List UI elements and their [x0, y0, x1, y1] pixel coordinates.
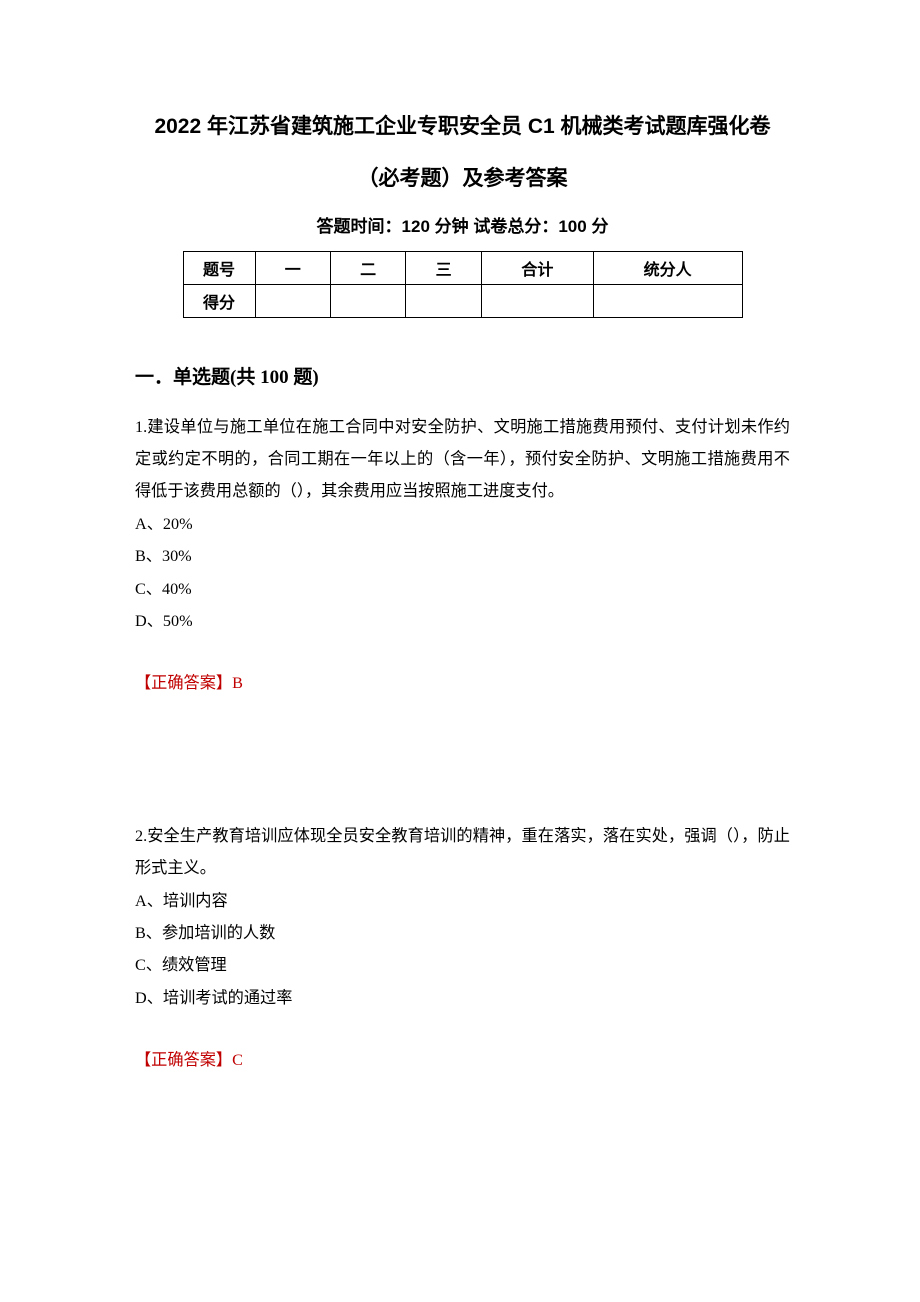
- question-option: C、绩效管理: [135, 949, 790, 981]
- question-text: 2.安全生产教育培训应体现全员安全教育培训的精神，重在落实，落在实处，强调（），…: [135, 820, 790, 885]
- score-header-cell: 一: [255, 251, 330, 284]
- question-block: 1.建设单位与施工单位在施工合同中对安全防护、文明施工措施费用预付、支付计划未作…: [135, 411, 790, 700]
- score-cell-empty: [330, 284, 405, 317]
- question-option: C、40%: [135, 573, 790, 605]
- score-cell-empty: [255, 284, 330, 317]
- document-title-main: 2022 年江苏省建筑施工企业专职安全员 C1 机械类考试题库强化卷: [135, 110, 790, 144]
- score-table-header-row: 题号 一 二 三 合计 统分人: [183, 251, 742, 284]
- question-text: 1.建设单位与施工单位在施工合同中对安全防护、文明施工措施费用预付、支付计划未作…: [135, 411, 790, 508]
- answer-label: 【正确答案】: [135, 674, 232, 692]
- answer-value: C: [232, 1051, 243, 1069]
- answer-line: 【正确答案】C: [135, 1044, 790, 1076]
- question-block: 2.安全生产教育培训应体现全员安全教育培训的精神，重在落实，落在实处，强调（），…: [135, 820, 790, 1077]
- question-option: D、50%: [135, 605, 790, 637]
- answer-value: B: [232, 674, 243, 692]
- score-header-cell: 二: [330, 251, 405, 284]
- score-row-label: 得分: [183, 284, 255, 317]
- score-table-score-row: 得分: [183, 284, 742, 317]
- score-header-cell: 合计: [481, 251, 593, 284]
- document-title-sub: （必考题）及参考答案: [135, 162, 790, 192]
- question-option: A、培训内容: [135, 885, 790, 917]
- answer-line: 【正确答案】B: [135, 667, 790, 699]
- question-option: B、参加培训的人数: [135, 917, 790, 949]
- score-header-cell: 题号: [183, 251, 255, 284]
- score-header-cell: 统分人: [593, 251, 742, 284]
- score-cell-empty: [593, 284, 742, 317]
- question-option: D、培训考试的通过率: [135, 982, 790, 1014]
- score-table: 题号 一 二 三 合计 统分人 得分: [183, 251, 743, 318]
- score-cell-empty: [406, 284, 481, 317]
- section-heading: 一．单选题(共 100 题): [135, 362, 790, 389]
- question-option: B、30%: [135, 540, 790, 572]
- score-header-cell: 三: [406, 251, 481, 284]
- score-cell-empty: [481, 284, 593, 317]
- question-option: A、20%: [135, 508, 790, 540]
- exam-info: 答题时间：120 分钟 试卷总分：100 分: [135, 212, 790, 237]
- answer-label: 【正确答案】: [135, 1051, 232, 1069]
